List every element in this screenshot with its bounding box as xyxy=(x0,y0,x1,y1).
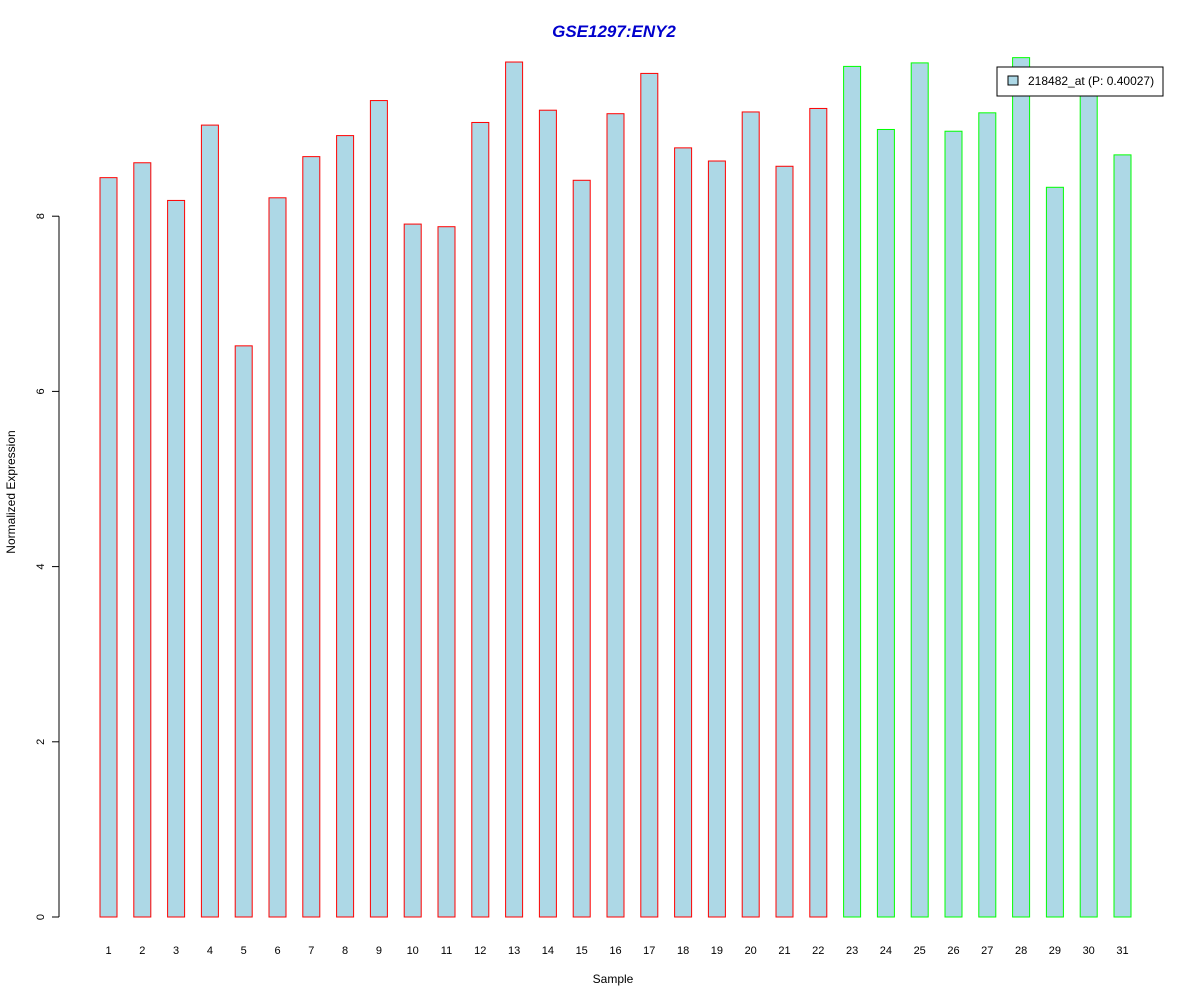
bar-sample-19 xyxy=(707,160,726,918)
x-tick-label: 23 xyxy=(846,945,858,957)
y-axis-label: Normalized Expression xyxy=(4,430,18,553)
bar-sample-23 xyxy=(843,65,862,918)
bar-sample-11 xyxy=(437,226,456,918)
x-tick-label: 5 xyxy=(241,945,247,957)
x-tick-label: 30 xyxy=(1083,945,1095,957)
y-tick-label: 6 xyxy=(35,388,47,394)
x-ticks: 1 2 3 4 5 6 7 8 9 10 11 12 13 14 15 16 17 18 19 20 21 22 23 24 2… xyxy=(105,945,1128,957)
x-tick-label: 13 xyxy=(508,945,520,957)
y-tick-label: 4 xyxy=(35,564,47,570)
x-tick-label: 20 xyxy=(745,945,757,957)
bar-sample-22 xyxy=(809,107,828,918)
x-tick-label: 26 xyxy=(947,945,959,957)
bar-sample-8 xyxy=(336,135,355,918)
bars xyxy=(99,57,1132,918)
x-tick-label: 19 xyxy=(711,945,723,957)
y-tick-label: 0 xyxy=(35,914,47,920)
bar-sample-21 xyxy=(775,165,794,918)
bar-sample-7 xyxy=(302,156,321,918)
x-tick-label: 16 xyxy=(609,945,621,957)
x-tick-label: 27 xyxy=(981,945,993,957)
bar-sample-3 xyxy=(167,199,186,918)
x-tick-label: 22 xyxy=(812,945,824,957)
x-tick-label: 3 xyxy=(173,945,179,957)
bar-sample-10 xyxy=(403,223,422,918)
x-tick-label: 4 xyxy=(207,945,213,957)
bar-sample-28 xyxy=(1012,57,1031,918)
bar-sample-31 xyxy=(1113,154,1132,918)
x-tick-label: 6 xyxy=(274,945,280,957)
y-tick-label: 2 xyxy=(35,739,47,745)
x-tick-label: 7 xyxy=(308,945,314,957)
bar-sample-14 xyxy=(538,109,557,918)
legend-box xyxy=(996,66,1164,97)
x-tick-label: 25 xyxy=(914,945,926,957)
bar-sample-4 xyxy=(200,124,219,918)
chart-title: GSE1297:ENY2 xyxy=(552,22,676,41)
x-tick-label: 9 xyxy=(376,945,382,957)
bar-sample-1 xyxy=(99,177,118,918)
y-tick-label: 8 xyxy=(35,213,47,219)
x-tick-label: 12 xyxy=(474,945,486,957)
x-tick-label: 28 xyxy=(1015,945,1027,957)
legend-label: 218482_at (P: 0.40027) xyxy=(1028,74,1154,88)
x-tick-label: 10 xyxy=(407,945,419,957)
legend-swatch xyxy=(1007,75,1019,86)
bar-sample-25 xyxy=(910,62,929,918)
bar-sample-26 xyxy=(944,130,963,918)
bar-sample-24 xyxy=(876,128,895,918)
bar-sample-27 xyxy=(978,112,997,918)
bar-sample-12 xyxy=(471,121,490,918)
bar-sample-2 xyxy=(133,162,152,918)
bar-sample-15 xyxy=(572,179,591,918)
x-tick-label: 11 xyxy=(441,945,452,957)
bar-sample-18 xyxy=(674,147,693,918)
x-tick-label: 18 xyxy=(677,945,689,957)
x-tick-label: 14 xyxy=(542,945,554,957)
bar-sample-16 xyxy=(606,113,625,918)
x-tick-label: 8 xyxy=(342,945,348,957)
x-axis-label: Sample xyxy=(593,972,634,986)
x-tick-label: 29 xyxy=(1049,945,1061,957)
bar-sample-6 xyxy=(268,197,287,918)
x-tick-label: 24 xyxy=(880,945,892,957)
x-tick-label: 21 xyxy=(778,945,790,957)
y-ticks: 0 2 4 6 8 xyxy=(35,213,59,920)
bar-sample-5 xyxy=(234,345,253,918)
bar-sample-13 xyxy=(505,61,524,918)
bar-sample-29 xyxy=(1045,186,1064,918)
bar-sample-17 xyxy=(640,72,659,918)
x-tick-label: 17 xyxy=(643,945,655,957)
bar-sample-30 xyxy=(1079,86,1098,918)
x-tick-label: 1 xyxy=(105,945,111,957)
legend: 218482_at (P: 0.40027) xyxy=(996,66,1164,97)
bar-sample-20 xyxy=(741,111,760,918)
bar-sample-9 xyxy=(369,100,388,918)
x-tick-label: 15 xyxy=(576,945,588,957)
x-tick-label: 2 xyxy=(139,945,145,957)
x-tick-label: 31 xyxy=(1116,945,1128,957)
